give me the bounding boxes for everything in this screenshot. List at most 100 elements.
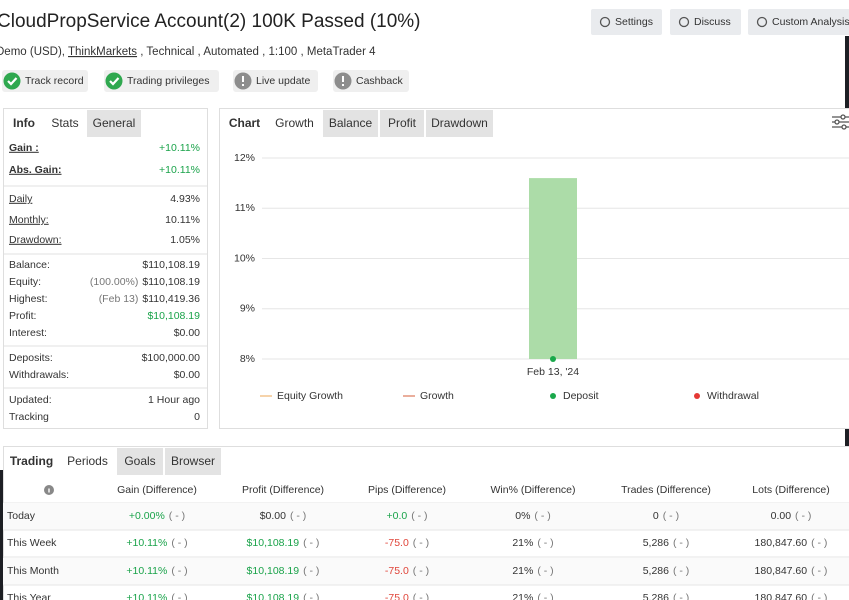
warn-mark (242, 84, 244, 86)
cell-diff: ( - ) (534, 510, 550, 522)
cell-diff: ( - ) (169, 510, 185, 522)
tab[interactable]: Balance (323, 110, 378, 137)
tab-label: Profit (388, 116, 417, 130)
table-cell: 180,847.60( - ) (755, 565, 828, 577)
cell-diff: ( - ) (673, 537, 689, 549)
table-cell: 5,286 ( - ) (643, 592, 690, 600)
tab[interactable]: Stats (44, 110, 86, 137)
table-cell: 0 ( - ) (653, 510, 679, 522)
toolbar-button[interactable]: Discuss (670, 9, 741, 35)
tab-label: Drawdown (431, 116, 488, 130)
cell-diff: ( - ) (811, 537, 827, 549)
legend-label[interactable]: Withdrawal (707, 390, 759, 402)
warn-mark (342, 84, 344, 86)
tab[interactable]: Drawdown (426, 110, 493, 137)
toolbar-button[interactable]: Custom Analysis (748, 9, 849, 35)
tab[interactable]: Info (4, 110, 44, 137)
stat-value: $10,108.19 (147, 310, 200, 322)
cell-diff: ( - ) (303, 537, 319, 549)
table-cell: 21% ( - ) (512, 565, 553, 577)
cell-value: -75.0 (385, 537, 409, 549)
tab-label: Balance (329, 116, 373, 130)
cell-value: -75.0 (385, 565, 409, 577)
account-subtitle: Demo (USD), ThinkMarkets , Technical , A… (0, 46, 376, 58)
table-cell: 21% ( - ) (512, 537, 553, 549)
cell-diff: ( - ) (795, 510, 811, 522)
tab-bg (268, 110, 321, 137)
legend-label[interactable]: Equity Growth (277, 390, 343, 402)
bar (529, 178, 577, 359)
button-bg (670, 9, 741, 35)
tab-bg (165, 448, 221, 475)
stat-label: Monthly: (9, 214, 49, 226)
tab-bg (60, 448, 115, 475)
stat-label: Drawdown: (9, 234, 62, 246)
cell-value: 21% (512, 565, 533, 577)
table-cell: +0.00% ( - ) (129, 510, 185, 522)
stat-value: $0.00 (174, 327, 200, 339)
cell-diff: ( - ) (171, 565, 187, 577)
stat-label: Tracking (9, 411, 49, 423)
table-cell: +10.11% ( - ) (126, 565, 187, 577)
table-cell: -75.0 ( - ) (385, 565, 429, 577)
tab-label: Goals (124, 454, 155, 468)
broker-link[interactable]: ThinkMarkets (68, 46, 137, 58)
badge-bg (333, 70, 409, 92)
stat-label: Updated: (9, 394, 52, 406)
table-cell: 180,847.60( - ) (755, 537, 828, 549)
tab[interactable]: General (87, 110, 141, 137)
button-icon (678, 16, 690, 28)
stat-label: Gain : (9, 142, 39, 154)
cell-value: +10.11% (126, 565, 167, 577)
tab[interactable]: Periods (60, 448, 115, 475)
table-cell: +0.0 ( - ) (386, 510, 427, 522)
tab-label: Stats (51, 116, 78, 130)
button-icon (599, 16, 611, 28)
y-tick-label: 8% (240, 353, 255, 365)
tab-label: Chart (229, 116, 260, 130)
button-bg (748, 9, 849, 35)
warn-mark (342, 76, 344, 82)
table-cell: 5,286 ( - ) (643, 565, 690, 577)
stat-label: Balance: (9, 259, 50, 271)
button-label: Custom Analysis (772, 16, 849, 28)
badge-bg (104, 70, 219, 92)
legend-swatch (694, 393, 700, 399)
stat-value: $0.00 (174, 369, 200, 381)
legend-label[interactable]: Deposit (563, 390, 599, 402)
stat-label: Profit: (9, 310, 36, 322)
tab[interactable]: Profit (380, 110, 424, 137)
stat-value: $110,108.19 (142, 259, 200, 271)
stat-label: Highest: (9, 293, 48, 305)
chart-settings-icon[interactable] (832, 114, 849, 130)
cell-diff: ( - ) (303, 565, 319, 577)
badge-label: Cashback (356, 75, 403, 87)
cell-diff: ( - ) (537, 592, 553, 600)
badge-bg (2, 70, 88, 92)
tab-bg (222, 110, 267, 137)
tab[interactable]: Goals (117, 448, 163, 475)
tab[interactable]: Trading (4, 448, 59, 475)
tab[interactable]: Browser (165, 448, 221, 475)
cell-diff: ( - ) (303, 592, 319, 600)
badge-label: Trading privileges (127, 75, 209, 87)
tab[interactable]: Growth (268, 110, 321, 137)
tab-bg (323, 110, 378, 137)
tab-bg (426, 110, 493, 137)
cell-diff: ( - ) (171, 537, 187, 549)
table-cell: +10.11% ( - ) (126, 592, 187, 600)
stat-label: Deposits: (9, 352, 53, 364)
cell-diff: ( - ) (663, 510, 679, 522)
table-cell: +10.11% ( - ) (126, 537, 187, 549)
cell-value: +0.00% (129, 510, 165, 522)
y-tick-label: 11% (235, 202, 255, 214)
legend-swatch (550, 393, 556, 399)
status-badge: Trading privileges (104, 70, 219, 92)
toolbar-button[interactable]: Settings (591, 9, 662, 35)
tab-label: Info (13, 116, 35, 130)
cell-diff: ( - ) (413, 592, 429, 600)
account-details: , Technical , Automated , 1:100 , MetaTr… (137, 46, 376, 58)
info-panel (3, 108, 208, 429)
legend-label[interactable]: Growth (420, 390, 454, 402)
tab[interactable]: Chart (222, 110, 267, 137)
